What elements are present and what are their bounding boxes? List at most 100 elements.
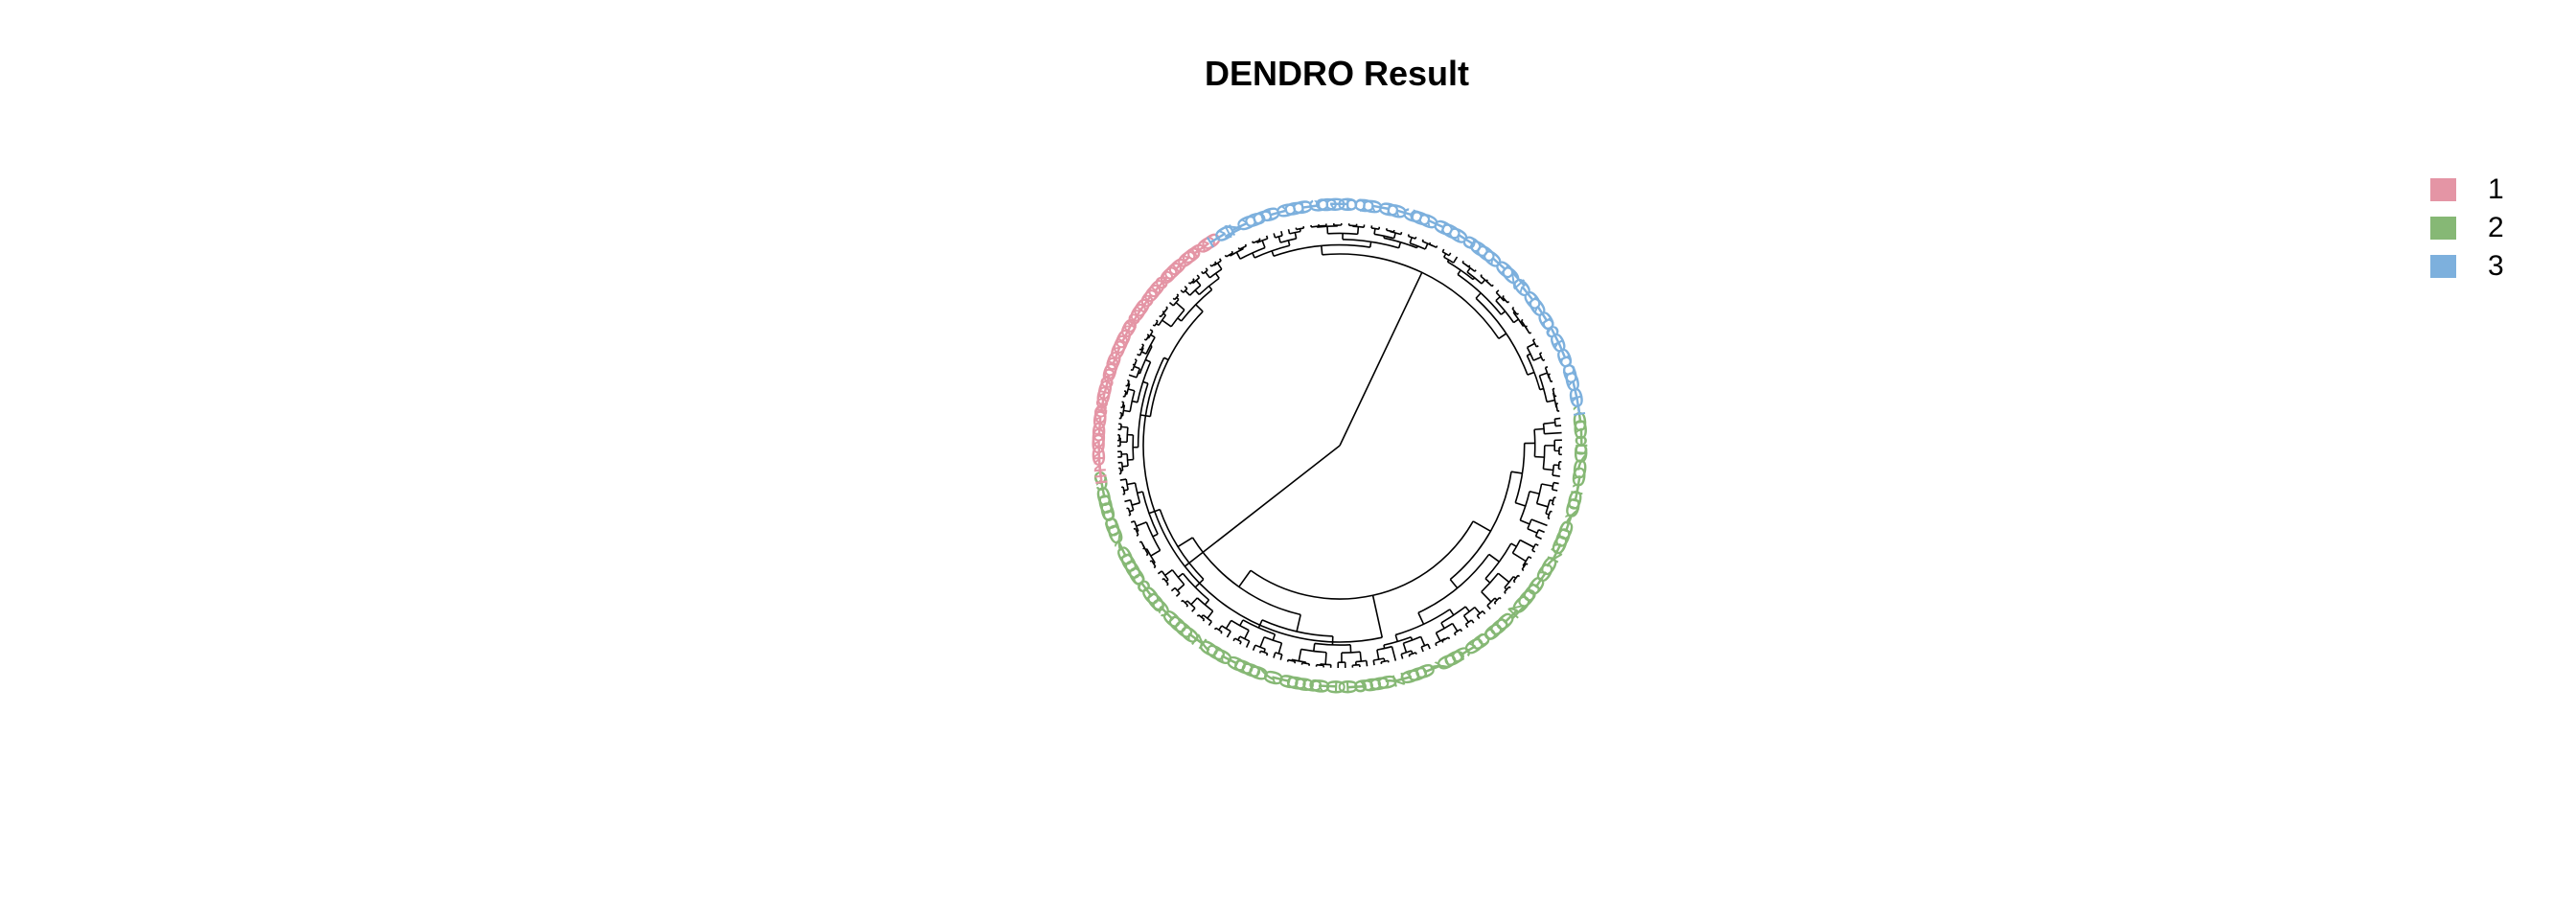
- branch-line: [1244, 630, 1250, 639]
- branch-line: [1177, 584, 1185, 591]
- branch-line: [1532, 356, 1542, 361]
- branch-line: [1237, 247, 1240, 250]
- root-branch: [1184, 445, 1341, 567]
- branch-arc: [1260, 650, 1268, 655]
- branch-line: [1190, 597, 1198, 606]
- branch-line: [1149, 560, 1153, 563]
- branch-line: [1195, 304, 1204, 312]
- branch-arc: [1141, 491, 1159, 535]
- branch-line: [1201, 614, 1205, 618]
- branch-arc: [1203, 269, 1208, 275]
- legend-swatch-1: [2430, 178, 2456, 201]
- branch-line: [1391, 646, 1397, 661]
- branch-line: [1218, 625, 1223, 631]
- branch-line: [1448, 252, 1452, 257]
- branch-line: [1127, 379, 1130, 382]
- branch-line: [1204, 599, 1210, 606]
- leaf-label: 1: [1091, 435, 1106, 465]
- branch-line: [1533, 427, 1545, 431]
- leaf-label: 0: [1348, 196, 1380, 215]
- branch-line: [1299, 228, 1301, 232]
- branch-line: [1534, 542, 1539, 546]
- branch-line: [1126, 482, 1136, 486]
- branch-arc: [1134, 482, 1141, 503]
- branch-line: [1552, 489, 1558, 492]
- leaf-label: 1: [1564, 374, 1585, 406]
- leaf-label: 0: [1566, 381, 1586, 413]
- leaf-label: 1: [1091, 447, 1108, 477]
- branch-line: [1180, 289, 1184, 293]
- leaf-label: 1: [1566, 476, 1587, 509]
- branch-arc: [1538, 375, 1548, 402]
- branch-line: [1435, 632, 1441, 642]
- leaf-label: 0: [1573, 438, 1589, 469]
- branch-arc: [1250, 520, 1474, 600]
- branch-arc: [1436, 622, 1454, 634]
- branch-line: [1504, 591, 1506, 594]
- branch-line: [1150, 549, 1161, 557]
- leaf-label: 0: [1289, 675, 1321, 694]
- branch-line: [1123, 409, 1131, 413]
- branch-arc: [1544, 367, 1551, 379]
- branch-line: [1417, 612, 1425, 625]
- leaf-label: 0: [1094, 374, 1116, 406]
- branch-arc: [1174, 586, 1181, 594]
- leaf-label: 1: [1324, 196, 1354, 212]
- branch-line: [1162, 577, 1164, 581]
- branch-line: [1129, 509, 1134, 513]
- branch-arc: [1196, 597, 1214, 612]
- branch-line: [1122, 465, 1129, 468]
- branch-line: [1499, 596, 1502, 600]
- leaf-label: 1: [1095, 368, 1117, 401]
- chart-title: DENDRO Result: [1204, 54, 1470, 93]
- branch-line: [1517, 574, 1521, 578]
- branch-line: [1493, 602, 1497, 605]
- branch-line: [1201, 270, 1205, 275]
- leaf-label: 6: [1348, 677, 1379, 694]
- branch-line: [1521, 318, 1524, 322]
- branch-line: [1536, 502, 1549, 508]
- branch-line: [1166, 583, 1169, 586]
- leaf-label: 8: [1574, 430, 1589, 460]
- branch-arc: [1512, 574, 1519, 582]
- leaf-label: 0: [1570, 461, 1589, 493]
- branch-line: [1400, 654, 1404, 659]
- branch-line: [1184, 600, 1188, 604]
- branch-line: [1277, 236, 1281, 243]
- branch-line: [1366, 660, 1368, 667]
- leaf-label: 0: [1571, 406, 1588, 437]
- branch-line: [1239, 619, 1244, 627]
- branch-line: [1397, 242, 1402, 249]
- branch-line: [1205, 271, 1211, 279]
- branch-arc: [1174, 294, 1180, 301]
- branch-line: [1527, 353, 1531, 356]
- branch-line: [1133, 527, 1137, 530]
- branch-line: [1134, 358, 1138, 361]
- branch-line: [1258, 238, 1261, 241]
- branch-arc: [1129, 390, 1136, 412]
- branch-line: [1261, 240, 1266, 248]
- branch-arc: [1527, 518, 1532, 530]
- branch-arc: [1341, 651, 1361, 654]
- branch-arc: [1138, 347, 1144, 356]
- branch-line: [1119, 478, 1127, 481]
- branch-line: [1546, 399, 1555, 403]
- leaf-label: 1: [1568, 390, 1587, 422]
- branch-line: [1414, 236, 1417, 240]
- branch-line: [1287, 240, 1291, 246]
- branch-line: [1409, 237, 1413, 243]
- branch-line: [1552, 503, 1554, 506]
- leaf-label: 1: [1386, 668, 1418, 690]
- leaf-label: 0: [1093, 380, 1114, 412]
- branch-arc: [1230, 247, 1244, 257]
- leaf-label: 0: [1091, 417, 1107, 448]
- branch-line: [1538, 529, 1545, 534]
- branch-line: [1273, 233, 1276, 239]
- leaf-label: 0: [1091, 441, 1107, 472]
- branch-line: [1187, 282, 1191, 285]
- branch-line: [1515, 501, 1527, 507]
- branch-line: [1170, 586, 1176, 592]
- branch-line: [1296, 614, 1301, 632]
- branch-line: [1359, 652, 1363, 662]
- branch-line: [1163, 356, 1169, 361]
